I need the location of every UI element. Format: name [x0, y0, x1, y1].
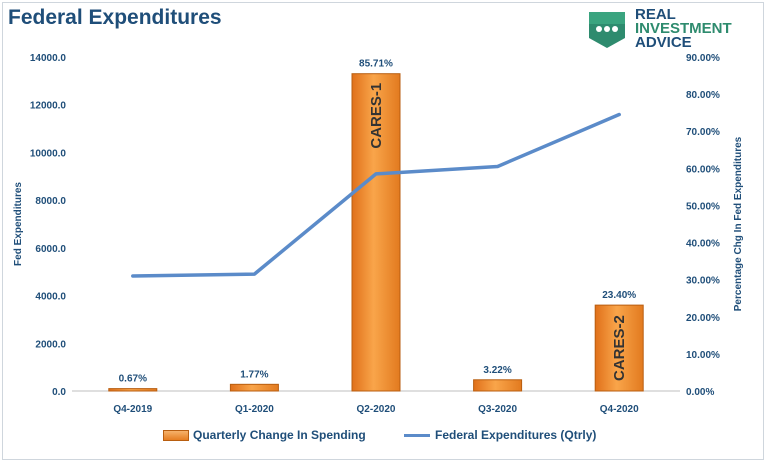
- x-tick-label: Q4-2019: [113, 404, 152, 415]
- bar-inner-label: CARES-1: [368, 83, 385, 149]
- y-left-tick-label: 6000.0: [35, 244, 66, 255]
- y-left-tick-label: 2000.0: [35, 339, 66, 350]
- y-right-tick-label: 10.00%: [686, 350, 720, 361]
- bar-data-label: 23.40%: [602, 290, 636, 301]
- legend-line-label: Federal Expenditures (Qtrly): [435, 428, 597, 442]
- legend-line-swatch: [404, 433, 430, 437]
- y-right-tick-label: 0.00%: [686, 387, 714, 398]
- bar: [594, 304, 644, 392]
- y-right-tick-label: 70.00%: [686, 127, 720, 138]
- bar-inner-label: CARES-2: [611, 315, 628, 381]
- y-right-tick-label: 20.00%: [686, 313, 720, 324]
- y-left-axis-title: Fed Expenditures: [13, 182, 24, 266]
- bar: [108, 388, 158, 392]
- bar-data-label: 0.67%: [119, 374, 147, 385]
- y-right-tick-label: 80.00%: [686, 90, 720, 101]
- y-right-tick-label: 90.00%: [686, 53, 720, 64]
- legend-bar-label: Quarterly Change In Spending: [193, 428, 366, 442]
- legend-item-bars: Quarterly Change In Spending: [163, 428, 366, 442]
- bar: [351, 73, 401, 392]
- line-series: [131, 112, 621, 278]
- bar-data-label: 85.71%: [359, 59, 393, 70]
- y-right-tick-label: 40.00%: [686, 239, 720, 250]
- y-right-axis-title: Percentage Chg In Fed Expenditures: [733, 136, 744, 311]
- logo-line-1: REAL: [635, 6, 676, 23]
- y-right-tick-label: 30.00%: [686, 276, 720, 287]
- logo-text: REAL INVESTMENT ADVICE: [635, 6, 732, 51]
- legend: Quarterly Change In Spending Federal Exp…: [0, 428, 768, 446]
- y-left-tick-label: 0.0: [52, 387, 66, 398]
- y-left-tick-label: 12000.0: [30, 101, 67, 112]
- legend-bar-swatch: [163, 429, 189, 441]
- bar-data-label: 1.77%: [240, 369, 268, 380]
- logo-line-3: ADVICE: [635, 34, 692, 51]
- logo: REAL INVESTMENT ADVICE: [585, 6, 760, 52]
- chart-title: Federal Expenditures: [8, 6, 222, 29]
- logo-line-2: INVESTMENT: [635, 20, 732, 37]
- bar: [473, 379, 523, 392]
- y-right-tick-label: 60.00%: [686, 164, 720, 175]
- y-left-tick-label: 14000.0: [30, 53, 67, 64]
- bar-data-label: 3.22%: [483, 365, 511, 376]
- x-tick-label: Q3-2020: [478, 404, 517, 415]
- logo-badge-icon: [589, 12, 625, 48]
- y-right-tick-label: 50.00%: [686, 201, 720, 212]
- y-left-tick-label: 10000.0: [30, 148, 67, 159]
- y-left-tick-label: 4000.0: [35, 292, 66, 303]
- x-tick-label: Q4-2020: [600, 404, 639, 415]
- bar: [229, 383, 279, 392]
- y-left-tick-label: 8000.0: [35, 196, 66, 207]
- x-tick-label: Q2-2020: [357, 404, 396, 415]
- x-tick-label: Q1-2020: [235, 404, 274, 415]
- legend-item-line: Federal Expenditures (Qtrly): [404, 428, 596, 442]
